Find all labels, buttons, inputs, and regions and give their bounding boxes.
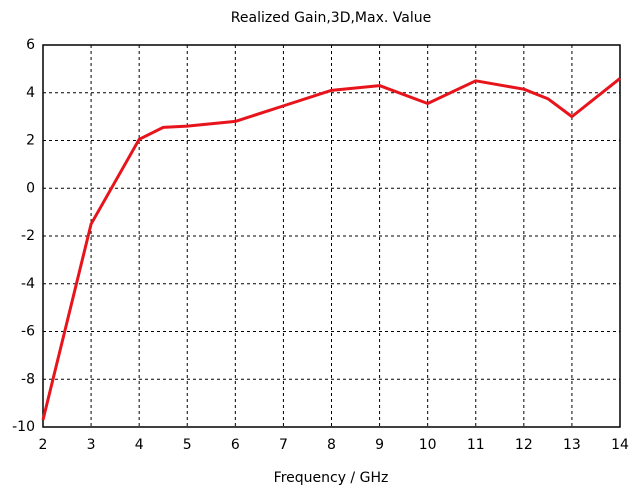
y-tick-label: -10 [12, 419, 35, 435]
line-series [41, 77, 621, 421]
x-tick-label: 13 [563, 437, 581, 453]
x-tick-label: 10 [419, 437, 437, 453]
x-axis-label: Frequency / GHz [274, 470, 389, 486]
y-tick-label: 4 [26, 85, 35, 101]
x-tick-label: 7 [279, 437, 288, 453]
x-tick-label: 5 [183, 437, 192, 453]
chart-title: Realized Gain,3D,Max. Value [231, 10, 431, 26]
y-tick-label: 2 [26, 133, 35, 149]
x-tick-label: 12 [515, 437, 533, 453]
x-tick-label: 14 [611, 437, 629, 453]
x-tick-label: 4 [135, 437, 144, 453]
x-tick-label: 11 [467, 437, 485, 453]
y-tick-label: -8 [21, 371, 35, 387]
x-tick-label: 8 [327, 437, 336, 453]
y-tick-label: -6 [21, 324, 35, 340]
x-tick-label: 3 [87, 437, 96, 453]
x-tick-label: 9 [375, 437, 384, 453]
y-tick-label: -2 [21, 228, 35, 244]
plot-border [42, 44, 621, 428]
x-tick-label: 2 [39, 437, 48, 453]
y-tick-label: 6 [26, 37, 35, 53]
x-tick-label: 6 [231, 437, 240, 453]
y-tick-label: 0 [26, 180, 35, 196]
y-tick-label: -4 [21, 276, 35, 292]
